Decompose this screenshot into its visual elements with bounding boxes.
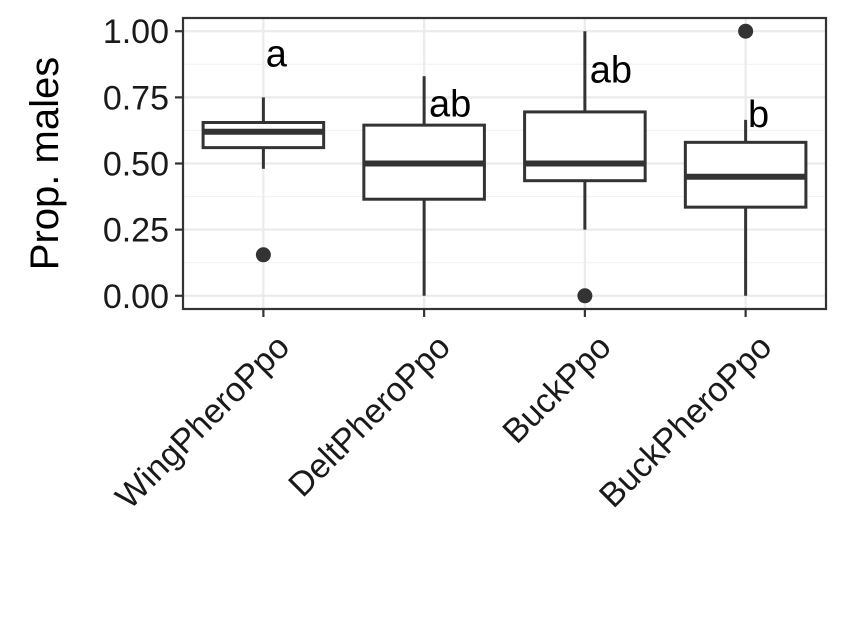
y-tick-label: 0.75: [103, 79, 169, 117]
box-BuckPheroPpo: [683, 23, 808, 296]
significance-letter: ab: [429, 84, 471, 126]
y-tick-label: 0.25: [103, 212, 169, 250]
x-tick-label: WingPheroPpo: [108, 328, 297, 517]
outlier-point: [738, 23, 754, 39]
y-axis-title: Prop. males: [23, 57, 67, 270]
y-tick-label: 0.50: [103, 146, 169, 184]
box-BuckPpo: [523, 31, 647, 304]
x-tick-label: BuckPheroPpo: [592, 328, 779, 515]
box-WingPheroPpo: [201, 97, 326, 263]
outlier-point: [255, 247, 271, 263]
significance-letter: a: [266, 33, 288, 75]
box-body: [201, 120, 326, 150]
box-DeltPheroPpo: [362, 76, 486, 296]
x-tick-label: DeltPheroPpo: [281, 328, 458, 505]
boxes: [201, 23, 808, 304]
significance-letter: b: [748, 94, 769, 136]
y-tick-label: 0.00: [103, 278, 169, 316]
outlier-point: [577, 288, 593, 304]
y-axis: 0.00 0.25 0.50 0.75 1.00: [103, 13, 183, 316]
x-tick-label: BuckPpo: [495, 328, 618, 451]
significance-letter: ab: [590, 49, 632, 91]
y-tick-label: 1.00: [103, 13, 169, 51]
significance-letters: a ab ab b: [266, 33, 769, 136]
box-body: [523, 110, 647, 183]
